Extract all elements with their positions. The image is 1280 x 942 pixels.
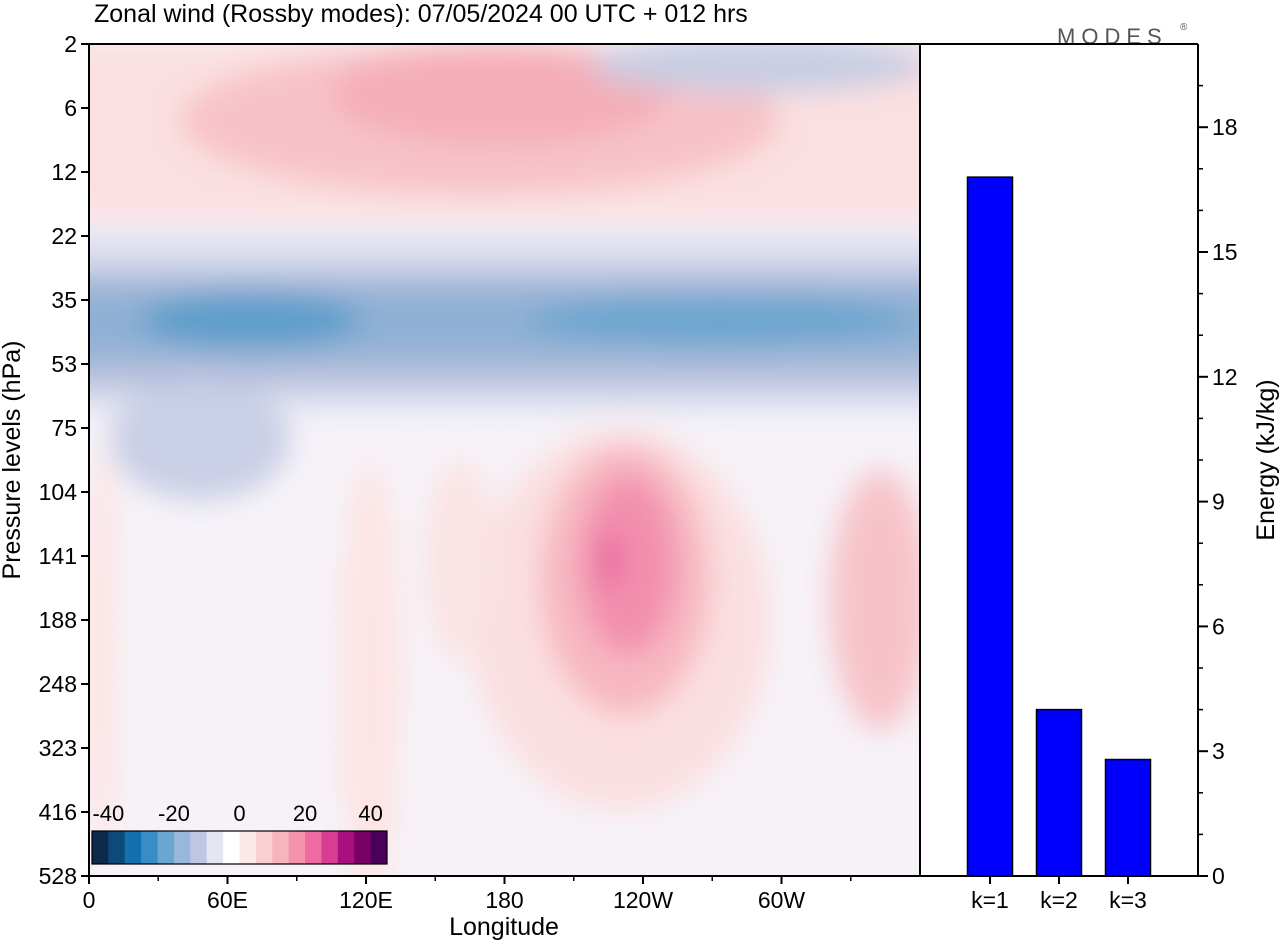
field-neg-core-west <box>140 292 360 348</box>
colorbar-swatch <box>108 831 126 864</box>
energy-bars <box>966 176 1152 877</box>
field-dateline-positive <box>425 460 495 660</box>
smooth-field <box>89 44 920 876</box>
pressure-tick-label: 22 <box>51 223 77 249</box>
pressure-tick-label: 528 <box>39 863 77 889</box>
longitude-tick-label: 0 <box>83 887 96 913</box>
wind-field <box>89 44 920 876</box>
longitude-tick-label: 120W <box>613 887 673 913</box>
pressure-tick-label: 416 <box>39 799 77 825</box>
logo: MODES <box>1057 24 1168 49</box>
pressure-tick-label: 104 <box>39 479 78 505</box>
field-plume-inner <box>580 475 676 655</box>
colorbar-swatch <box>255 831 273 864</box>
field-upper-core <box>330 45 670 145</box>
colorbar-tick-label: -40 <box>92 801 124 826</box>
colorbar-swatch <box>370 831 388 864</box>
energy-bar <box>1104 758 1152 877</box>
bar-category-axis: k=1 k=2 k=3 <box>971 876 1147 913</box>
x-axis-label: Longitude <box>449 913 559 941</box>
colorbar-swatch <box>223 831 240 864</box>
colorbar-swatch <box>337 831 355 864</box>
logo-mark: ® <box>1180 22 1188 33</box>
energy-tick-label: 6 <box>1212 613 1225 639</box>
colorbar-tick-label: 40 <box>358 801 382 826</box>
field-neg-tail <box>110 380 290 500</box>
heatmap-panel: -40 -20 0 20 40 <box>88 43 921 877</box>
colorbar-swatch <box>272 831 290 864</box>
colorbar-swatch <box>92 831 109 864</box>
colorbar-tick-label: 20 <box>293 801 317 826</box>
colorbar-swatch <box>288 831 306 864</box>
longitude-axis: 0 60E 120E 180 120W 60W <box>83 876 852 913</box>
colorbar-swatch <box>239 831 257 864</box>
energy-tick-label: 3 <box>1212 738 1225 764</box>
pressure-tick-label: 75 <box>51 415 77 441</box>
longitude-tick-label: 180 <box>485 887 523 913</box>
field-neg-core-east <box>530 298 910 342</box>
colorbar-swatch <box>157 831 175 864</box>
pressure-tick-label: 248 <box>39 671 77 697</box>
pressure-tick-label: 141 <box>39 543 77 569</box>
pressure-tick-label: 35 <box>51 287 77 313</box>
colorbar-swatch <box>173 831 191 864</box>
energy-axis-label: Energy (kJ/kg) <box>1252 379 1280 540</box>
energy-tick-label: 9 <box>1212 489 1225 515</box>
chart-title: Zonal wind (Rossby modes): 07/05/2024 00… <box>94 0 748 28</box>
longitude-tick-label: 60W <box>758 887 806 913</box>
energy-tick-label: 15 <box>1212 239 1238 265</box>
colorbar-frame <box>91 830 388 865</box>
pressure-tick-label: 188 <box>39 607 77 633</box>
pressure-tick-label: 6 <box>64 95 77 121</box>
colorbar-swatch <box>305 831 322 864</box>
colorbar-tick-label: -20 <box>158 801 190 826</box>
longitude-tick-label: 60E <box>207 887 248 913</box>
field-upper-neg-east <box>590 44 920 93</box>
y-axis-label: Pressure levels (hPa) <box>0 341 26 580</box>
field-plume-core <box>600 530 620 590</box>
longitude-tick-label: 120E <box>339 887 393 913</box>
pressure-tick-label: 12 <box>51 159 77 185</box>
pressure-tick-label: 2 <box>64 31 77 57</box>
bar-category-label: k=3 <box>1109 887 1147 913</box>
field-east-positive <box>830 470 920 730</box>
colorbar-swatch <box>354 831 372 864</box>
energy-bar <box>1035 708 1083 877</box>
pressure-axis: 2 6 12 22 35 53 75 104 141 188 248 323 416 528 <box>39 31 89 889</box>
colorbar-swatch <box>321 831 339 864</box>
colorbar-ticks: -40 -20 0 20 40 <box>92 801 382 826</box>
colorbar-tick-label: 0 <box>233 801 245 826</box>
energy-axis: 0 3 6 9 12 15 18 <box>1198 84 1238 889</box>
energy-tick-label: 18 <box>1212 114 1238 140</box>
field-west-positive <box>89 450 118 850</box>
colorbar-swatch <box>124 831 142 864</box>
field-120e-positive <box>340 460 400 876</box>
energy-bar <box>966 176 1014 877</box>
energy-tick-label: 12 <box>1212 364 1238 390</box>
pressure-tick-label: 323 <box>39 735 77 761</box>
bar-panel: k=1 k=2 k=3 0 3 6 9 12 15 18 Energy (kJ/kg) <box>920 43 1280 913</box>
bar-category-label: k=2 <box>1040 887 1078 913</box>
colorbar-swatch <box>141 831 158 864</box>
bar-category-label: k=1 <box>971 887 1009 913</box>
colorbar-swatch <box>190 831 208 864</box>
colorbar <box>91 830 388 865</box>
pressure-tick-label: 53 <box>51 351 77 377</box>
energy-tick-label: 0 <box>1212 863 1225 889</box>
colorbar-swatch <box>206 831 224 864</box>
